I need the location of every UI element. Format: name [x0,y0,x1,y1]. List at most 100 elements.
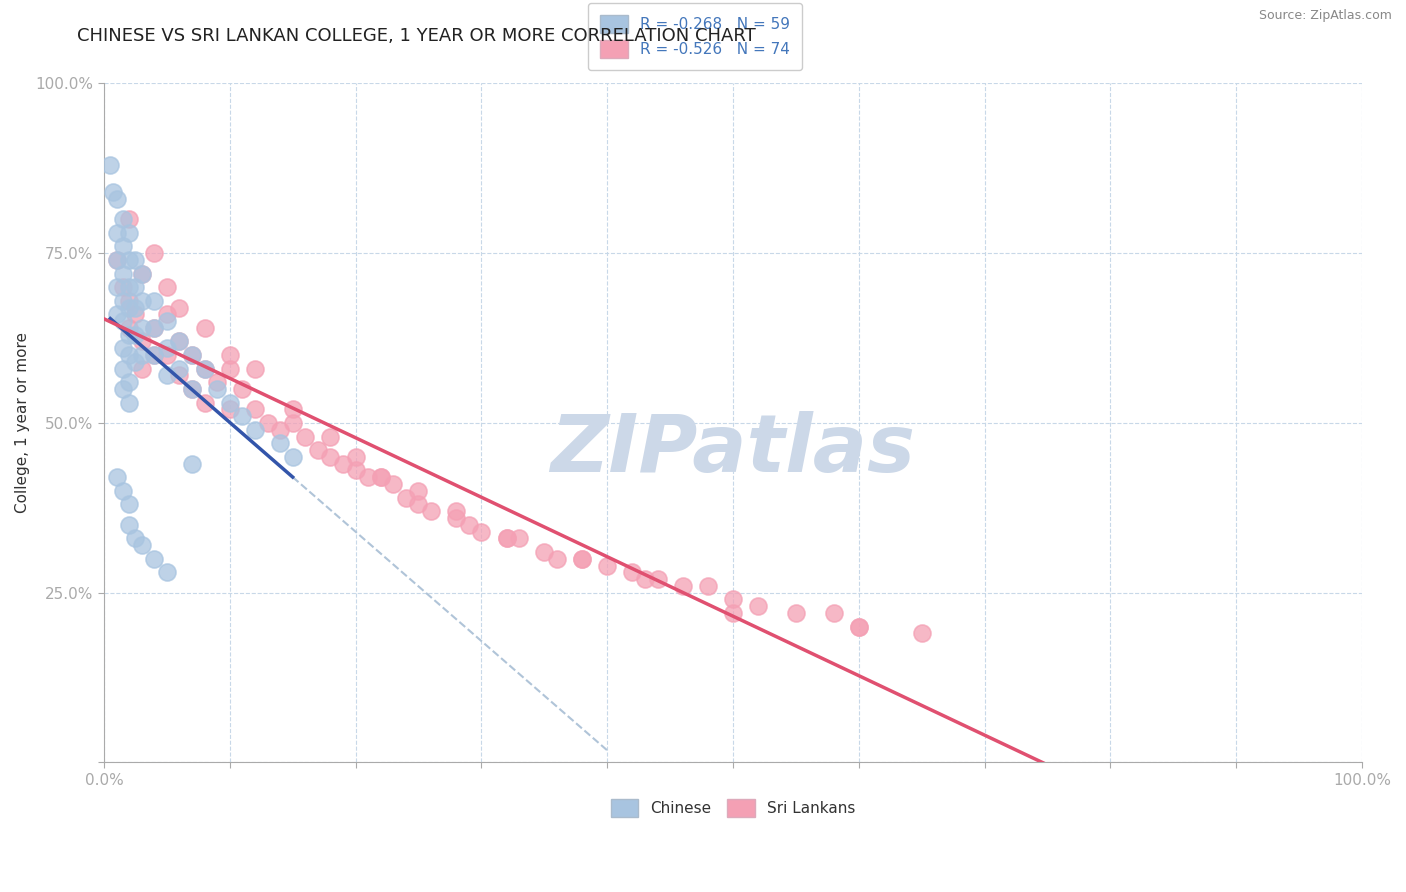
Point [143,321,166,335]
Point [118,280,141,294]
Point [721,606,744,620]
Point [156,341,179,355]
Point [457,517,479,532]
Point [596,558,619,573]
Point [118,327,141,342]
Point [634,572,657,586]
Point [124,307,146,321]
Point [205,382,228,396]
Point [118,293,141,308]
Point [118,348,141,362]
Point [243,361,266,376]
Point [281,450,304,464]
Point [101,185,124,199]
Point [218,402,240,417]
Point [194,321,217,335]
Point [118,395,141,409]
Text: ZIPatlas: ZIPatlas [551,411,915,489]
Point [169,301,191,315]
Point [111,280,134,294]
Point [194,361,217,376]
Point [294,429,316,443]
Point [131,267,153,281]
Point [124,532,146,546]
Point [696,579,718,593]
Point [848,620,870,634]
Point [111,239,134,253]
Point [181,348,204,362]
Point [181,457,204,471]
Point [118,321,141,335]
Text: Source: ZipAtlas.com: Source: ZipAtlas.com [1258,9,1392,22]
Point [111,267,134,281]
Point [131,334,153,349]
Point [218,361,240,376]
Point [621,566,644,580]
Point [105,280,128,294]
Y-axis label: College, 1 year or more: College, 1 year or more [15,333,30,514]
Point [169,334,191,349]
Point [156,307,179,321]
Point [281,416,304,430]
Point [105,192,128,206]
Text: CHINESE VS SRI LANKAN COLLEGE, 1 YEAR OR MORE CORRELATION CHART: CHINESE VS SRI LANKAN COLLEGE, 1 YEAR OR… [77,27,756,45]
Point [495,532,517,546]
Point [533,545,555,559]
Point [131,293,153,308]
Point [243,402,266,417]
Point [281,402,304,417]
Point [205,375,228,389]
Point [143,551,166,566]
Point [546,551,568,566]
Point [143,348,166,362]
Point [124,280,146,294]
Point [785,606,807,620]
Point [571,551,593,566]
Point [911,626,934,640]
Point [118,517,141,532]
Point [672,579,695,593]
Point [156,314,179,328]
Point [747,599,769,614]
Point [124,252,146,267]
Point [111,293,134,308]
Point [111,341,134,355]
Point [111,382,134,396]
Point [111,212,134,227]
Point [105,470,128,484]
Point [118,226,141,240]
Point [408,483,430,498]
Point [118,375,141,389]
Point [111,314,134,328]
Point [156,280,179,294]
Point [243,423,266,437]
Point [105,307,128,321]
Point [143,348,166,362]
Point [319,450,342,464]
Point [231,409,253,424]
Point [156,348,179,362]
Point [444,504,467,518]
Point [823,606,845,620]
Point [344,463,367,477]
Point [131,348,153,362]
Point [470,524,492,539]
Point [111,483,134,498]
Point [194,395,217,409]
Point [124,327,146,342]
Point [181,348,204,362]
Point [98,158,121,172]
Point [156,566,179,580]
Point [105,226,128,240]
Point [111,361,134,376]
Point [307,443,329,458]
Point [194,361,217,376]
Point [571,551,593,566]
Legend: Chinese, Sri Lankans: Chinese, Sri Lankans [605,793,862,822]
Point [332,457,354,471]
Point [218,348,240,362]
Point [370,470,392,484]
Point [256,416,278,430]
Point [382,477,405,491]
Point [218,395,240,409]
